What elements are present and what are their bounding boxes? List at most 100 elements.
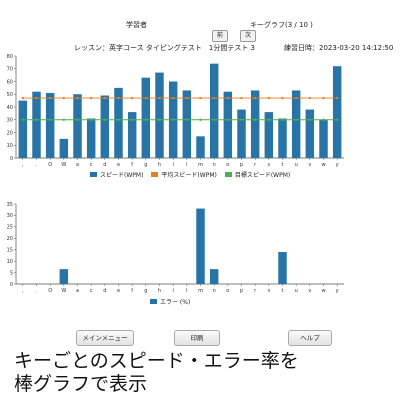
prev-button[interactable]: 前 [212, 30, 228, 42]
x-tick-label: p [240, 288, 243, 294]
series-point [199, 96, 202, 100]
series-point [130, 96, 134, 100]
series-point [212, 118, 216, 121]
print-button[interactable]: 印刷 [174, 330, 220, 346]
series-point [158, 96, 161, 100]
x-tick-label: u [295, 288, 298, 294]
y-tick-label: 5 [10, 270, 13, 276]
x-tick-label: o [226, 162, 229, 168]
x-tick-label: . [36, 162, 38, 168]
x-tick-label: O [48, 288, 52, 294]
x-tick-label: m [198, 162, 203, 168]
x-tick-label: y [336, 162, 339, 168]
series-point [322, 118, 325, 121]
bar [196, 136, 205, 158]
next-button[interactable]: 次 [240, 30, 256, 42]
error-legend: エラー (%) [150, 297, 198, 306]
y-tick-label: 50 [7, 92, 13, 98]
bar [332, 66, 342, 158]
bar [18, 100, 28, 158]
x-tick-label: o [226, 288, 229, 294]
series-point [308, 96, 312, 100]
series-point [144, 96, 148, 100]
series-point [48, 118, 52, 121]
x-tick-label: c [90, 162, 93, 168]
caption-line-2: 棒グラフで表示 [14, 373, 148, 395]
series-point [62, 96, 66, 100]
y-tick-label: 30 [7, 213, 13, 219]
series-point [35, 118, 38, 121]
series-point [199, 118, 202, 121]
y-tick-label: 20 [7, 236, 13, 242]
series-point [226, 96, 230, 100]
x-tick-label: e [117, 162, 120, 168]
bar [182, 90, 192, 158]
series-point [48, 96, 52, 100]
series-point [35, 96, 38, 100]
bar [278, 252, 287, 284]
bar [264, 112, 274, 158]
series-point [253, 96, 257, 100]
x-tick-label: f [131, 288, 133, 294]
y-tick-label: 0 [10, 282, 13, 288]
series-point [130, 118, 134, 121]
bar [141, 77, 151, 158]
series-point [103, 96, 107, 100]
x-tick-label: r [254, 288, 257, 294]
legend-speed-swatch [90, 172, 97, 177]
x-tick-label: e [117, 288, 120, 294]
series-point [185, 96, 189, 100]
x-tick-label: n [213, 162, 216, 168]
x-tick-label: h [158, 162, 161, 168]
x-tick-label: s [268, 288, 271, 294]
x-tick-label: . [36, 288, 38, 294]
x-tick-label: t [282, 162, 284, 168]
lesson-title: レッスン：英字コース タイピングテスト 1分間テスト 3 [74, 44, 256, 52]
y-tick-label: 80 [7, 54, 13, 60]
legend-target-swatch [224, 172, 232, 177]
x-tick-label: d [103, 288, 106, 294]
x-tick-label: y [336, 288, 339, 294]
x-tick-label: W [61, 288, 66, 294]
x-tick-label: u [295, 162, 298, 168]
series-point [171, 118, 175, 121]
speed-legend: スピード(WPM) 平均スピード(WPM) 目標スピード(WPM) [90, 170, 298, 179]
bar [100, 95, 110, 158]
x-tick-label: l [186, 162, 187, 168]
main-menu-button[interactable]: メインメニュー [76, 330, 134, 346]
caption: キーごとのスピード・エラー率を 棒グラフで表示 [14, 350, 299, 396]
x-tick-label: g [144, 162, 147, 168]
series-point [253, 118, 257, 121]
series-point [335, 96, 339, 100]
y-tick-label: 0 [10, 156, 13, 162]
x-tick-label: m [198, 288, 203, 294]
series-point [158, 118, 161, 121]
series-point [281, 118, 284, 121]
series-point [117, 118, 120, 121]
series-point [144, 118, 148, 121]
bar [291, 90, 301, 158]
y-tick-label: 25 [7, 225, 13, 231]
y-tick-label: 35 [7, 202, 13, 208]
x-tick-label: , [22, 288, 24, 294]
series-point [62, 118, 66, 121]
x-tick-label: f [131, 162, 133, 168]
series-point [212, 96, 216, 100]
x-tick-label: n [213, 288, 216, 294]
help-button[interactable]: ヘルプ [288, 330, 332, 346]
bar [305, 109, 315, 158]
x-tick-label: d [103, 162, 106, 168]
legend-error-label: エラー (%) [160, 299, 191, 306]
y-tick-label: 40 [7, 105, 13, 111]
x-tick-label: , [22, 162, 24, 168]
x-tick-label: a [76, 162, 79, 168]
bar [250, 90, 260, 158]
series-point [294, 96, 298, 100]
y-tick-label: 10 [7, 259, 13, 265]
x-tick-label: i [172, 288, 173, 294]
x-tick-label: c [90, 288, 93, 294]
bar [59, 138, 69, 158]
y-tick-label: 60 [7, 79, 13, 85]
